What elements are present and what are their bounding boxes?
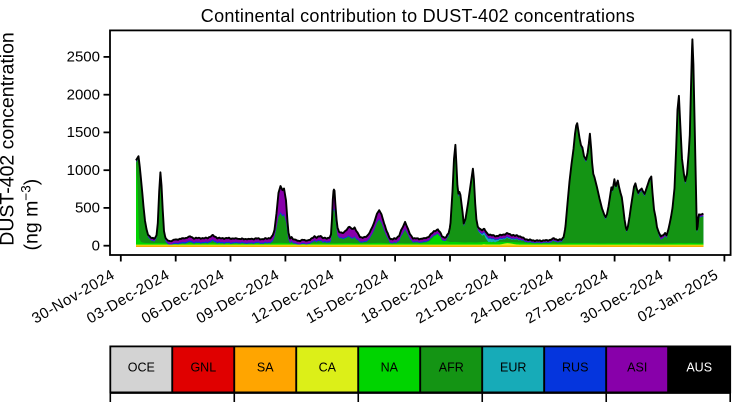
svg-text:Continental contribution to DU: Continental contribution to DUST-402 con… xyxy=(201,6,635,26)
svg-text:ASI: ASI xyxy=(627,360,647,374)
svg-text:2000: 2000 xyxy=(67,86,100,103)
svg-text:GNL: GNL xyxy=(190,360,216,374)
svg-text:1000: 1000 xyxy=(67,162,100,179)
svg-text:CA: CA xyxy=(319,360,337,374)
svg-text:0: 0 xyxy=(92,237,100,254)
svg-text:SA: SA xyxy=(257,360,274,374)
svg-text:DUST-402 concentration: DUST-402 concentration xyxy=(0,32,19,246)
svg-text:500: 500 xyxy=(75,200,100,217)
svg-text:AUS: AUS xyxy=(686,360,712,374)
svg-text:EUR: EUR xyxy=(500,360,526,374)
svg-text:AFR: AFR xyxy=(439,360,464,374)
svg-text:RUS: RUS xyxy=(562,360,588,374)
svg-text:OCE: OCE xyxy=(128,360,155,374)
svg-text:2500: 2500 xyxy=(67,49,100,66)
svg-text:NA: NA xyxy=(381,360,399,374)
svg-text:1500: 1500 xyxy=(67,124,100,141)
